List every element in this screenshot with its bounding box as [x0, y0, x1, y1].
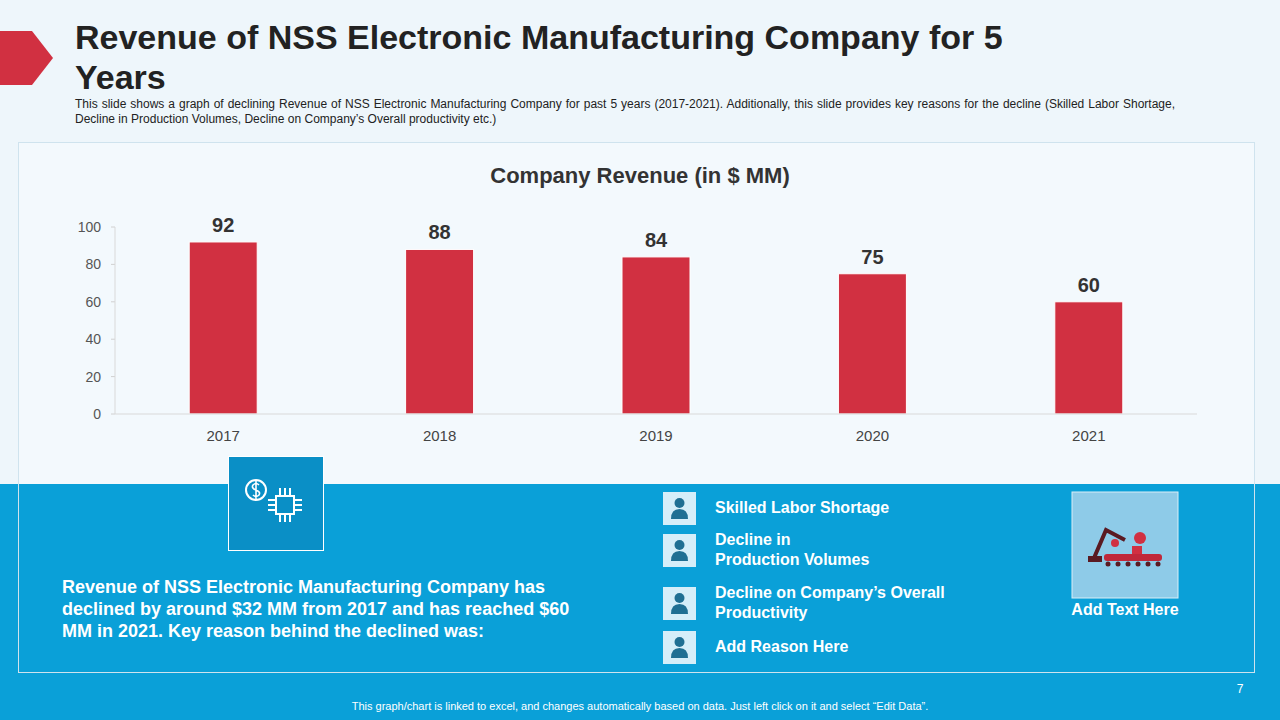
wheel	[1136, 562, 1141, 567]
bar	[189, 242, 257, 414]
chart-title: Company Revenue (in $ MM)	[490, 163, 789, 188]
glyph-head	[675, 593, 685, 603]
reason-glyph	[663, 492, 696, 525]
y-tick-label: 60	[85, 294, 101, 310]
slide-subtitle: This slide shows a graph of declining Re…	[75, 97, 1175, 127]
x-tick-label: 2018	[423, 427, 456, 444]
y-axis	[115, 227, 116, 414]
reason-text: Decline on Company’s Overall Productivit…	[715, 583, 985, 623]
coin	[246, 480, 266, 500]
bar	[622, 257, 690, 414]
data-label: 88	[428, 221, 450, 243]
gear	[1134, 532, 1146, 544]
reason-icon	[663, 492, 696, 525]
y-tick-label: 40	[85, 331, 101, 347]
wheel	[1126, 562, 1131, 567]
reason-glyph	[663, 631, 696, 664]
reason-item: Skilled Labor Shortage	[663, 491, 985, 525]
bar	[838, 274, 906, 414]
reason-item: Decline in Production Volumes	[663, 533, 985, 567]
reason-icon	[663, 631, 696, 664]
y-tick	[111, 264, 115, 265]
wheel	[1116, 562, 1121, 567]
arm-base	[1088, 556, 1102, 562]
reason-icon	[663, 587, 696, 620]
reason-glyph	[663, 587, 696, 620]
y-tick	[111, 301, 115, 302]
glyph-body	[671, 551, 688, 561]
chip-icon	[246, 480, 302, 522]
reason-text: Skilled Labor Shortage	[715, 498, 985, 518]
blue-band	[0, 484, 1280, 720]
title-arrow	[0, 31, 53, 85]
y-tick-label: 0	[93, 406, 101, 422]
arm	[1094, 530, 1125, 558]
summary-text: Revenue of NSS Electronic Manufacturing …	[62, 576, 582, 642]
x-tick-label: 2021	[1072, 427, 1105, 444]
slide-title: Revenue of NSS Electronic Manufacturing …	[75, 17, 1025, 97]
data-label: 75	[861, 246, 883, 268]
image-caption: Add Text Here	[1050, 601, 1200, 619]
y-tick	[111, 227, 115, 228]
wheel	[1146, 562, 1151, 567]
glyph-head	[675, 498, 685, 508]
reason-text: Decline in Production Volumes	[715, 530, 985, 570]
reason-icon	[663, 534, 696, 567]
reason-item: Decline on Company’s Overall Productivit…	[663, 586, 985, 620]
robot-arm-icon	[1088, 530, 1162, 567]
glyph-body	[671, 648, 688, 658]
image-box	[1072, 492, 1178, 598]
data-label: 60	[1078, 274, 1100, 296]
panel-frame	[19, 143, 1255, 673]
dollar	[252, 481, 259, 499]
y-tick-label: 20	[85, 369, 101, 385]
chip-pins	[268, 488, 302, 522]
chart-panel	[19, 143, 1254, 484]
y-tick	[111, 339, 115, 340]
wheel	[1106, 562, 1111, 567]
bar	[1055, 302, 1123, 414]
icon-box	[229, 457, 324, 551]
glyph-body	[671, 604, 688, 614]
bars	[189, 242, 1123, 414]
glyph-head	[675, 540, 685, 550]
reason-glyph	[663, 534, 696, 567]
box	[1132, 546, 1142, 554]
y-tick	[111, 376, 115, 377]
wheel	[1156, 562, 1161, 567]
y-tick-label: 80	[85, 256, 101, 272]
footer-note: This graph/chart is linked to excel, and…	[140, 700, 1140, 712]
x-tick-label: 2017	[207, 427, 240, 444]
x-tick-label: 2019	[639, 427, 672, 444]
x-tick-label: 2020	[856, 427, 889, 444]
bar	[406, 249, 474, 414]
y-tick	[111, 414, 115, 415]
page-number: 7	[1230, 682, 1250, 696]
reason-text: Add Reason Here	[715, 637, 985, 657]
x-axis	[115, 414, 1197, 415]
glyph-head	[675, 637, 685, 647]
gear	[1111, 539, 1119, 547]
conveyor	[1104, 554, 1162, 561]
data-label: 92	[212, 214, 234, 236]
y-tick-label: 100	[78, 219, 102, 235]
glyph-body	[671, 509, 688, 519]
reason-item: Add Reason Here	[663, 630, 985, 664]
chip	[276, 496, 294, 514]
data-label: 84	[645, 229, 668, 251]
